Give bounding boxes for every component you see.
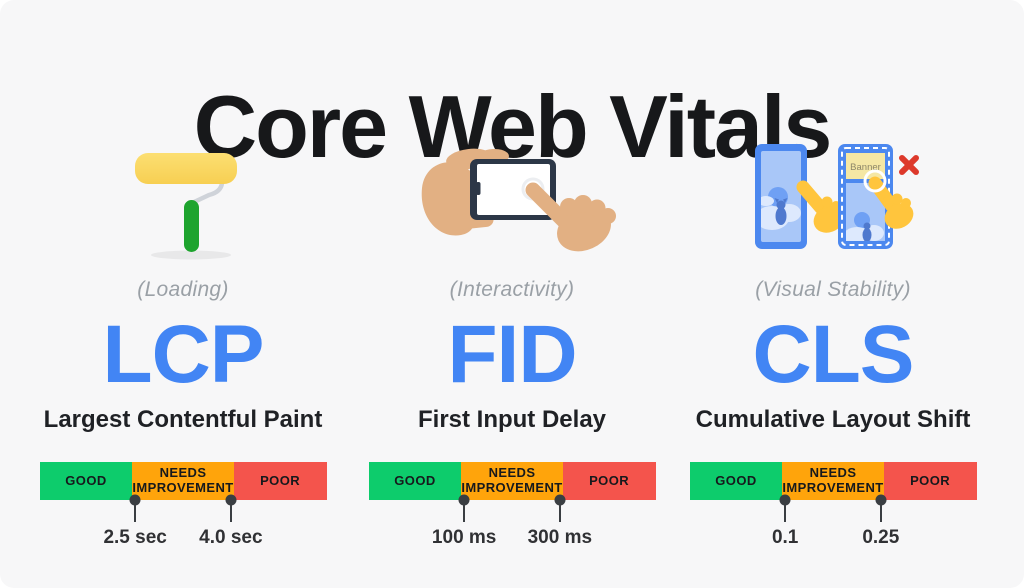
threshold-value-low: 100 ms [431, 527, 497, 548]
scale-segment-good: GOOD [39, 462, 133, 500]
metric-icon-box: Banner [683, 140, 983, 268]
scale-segment-poor: POOR [562, 462, 656, 500]
shift-outline [841, 147, 890, 246]
threshold-stem [133, 500, 137, 522]
metric-category-label: (Interactivity) [449, 278, 575, 301]
roller-handle [184, 200, 199, 252]
threshold-value-low: 2.5 sec [103, 527, 167, 548]
metric-scale-bar: GOOD NEEDS IMPROVEMENT POOR 100 ms 300 m… [368, 462, 656, 548]
threshold-value-high: 4.0 sec [199, 527, 263, 548]
metric-full-name: Cumulative Layout Shift [695, 406, 971, 433]
banner-label: Banner [850, 162, 881, 173]
metric-scale-bar: GOOD NEEDS IMPROVEMENT POOR 0.1 0.25 [689, 462, 977, 548]
metric-column-fid: (Interactivity) FID First Input Delay GO… [362, 140, 662, 548]
scale-segment-needs-improvement: NEEDS IMPROVEMENT [461, 462, 563, 500]
mis-tap-highlight [863, 169, 887, 193]
phone-shifted-content [846, 212, 884, 241]
threshold-stem [229, 500, 233, 522]
threshold-stem [462, 500, 466, 522]
metric-category-label: (Visual Stability) [755, 278, 911, 301]
threshold-stem [558, 500, 562, 522]
scale-segment-good: GOOD [689, 462, 783, 500]
metric-icon-box [33, 140, 333, 268]
roller-shadow [151, 250, 231, 260]
metric-abbreviation: FID [447, 309, 577, 400]
scale-segment-good: GOOD [368, 462, 462, 500]
phone-stable-content [761, 187, 801, 230]
threshold-value-high: 300 ms [527, 527, 593, 548]
metric-column-cls: Banner [683, 140, 983, 548]
metric-icon-box [362, 140, 662, 268]
metric-full-name: Largest Contentful Paint [43, 406, 323, 433]
threshold-value-low: 0.1 [771, 527, 799, 548]
phone-button [476, 182, 481, 195]
scale-segment-poor: POOR [233, 462, 327, 500]
threshold-stem [783, 500, 787, 522]
tapping-hand [525, 182, 616, 252]
phone-tap-icon [421, 148, 616, 252]
scale-segment-needs-improvement: NEEDS IMPROVEMENT [782, 462, 884, 500]
phone-screen [477, 164, 550, 215]
metric-category-label: (Loading) [137, 278, 229, 301]
page-title: Core Web Vitals [193, 76, 833, 176]
scale-segment-needs-improvement: NEEDS IMPROVEMENT [132, 462, 234, 500]
metric-abbreviation: LCP [102, 309, 265, 400]
metric-column-lcp: (Loading) LCP Largest Contentful Paint G… [33, 140, 333, 548]
roller-sleeve [135, 153, 237, 184]
metric-scale-bar: GOOD NEEDS IMPROVEMENT POOR 2.5 sec 4.0 … [39, 462, 327, 548]
paint-roller-icon [135, 153, 237, 260]
error-x-icon [899, 155, 919, 175]
metric-full-name: First Input Delay [417, 406, 607, 433]
scale-segment-poor: POOR [883, 462, 977, 500]
threshold-value-high: 0.25 [862, 527, 900, 548]
threshold-stem [879, 500, 883, 522]
layout-shift-icon: Banner [755, 144, 919, 249]
tap-hand-icon [796, 180, 845, 233]
tap-hand-icon [868, 176, 914, 229]
metric-abbreviation: CLS [752, 309, 915, 400]
